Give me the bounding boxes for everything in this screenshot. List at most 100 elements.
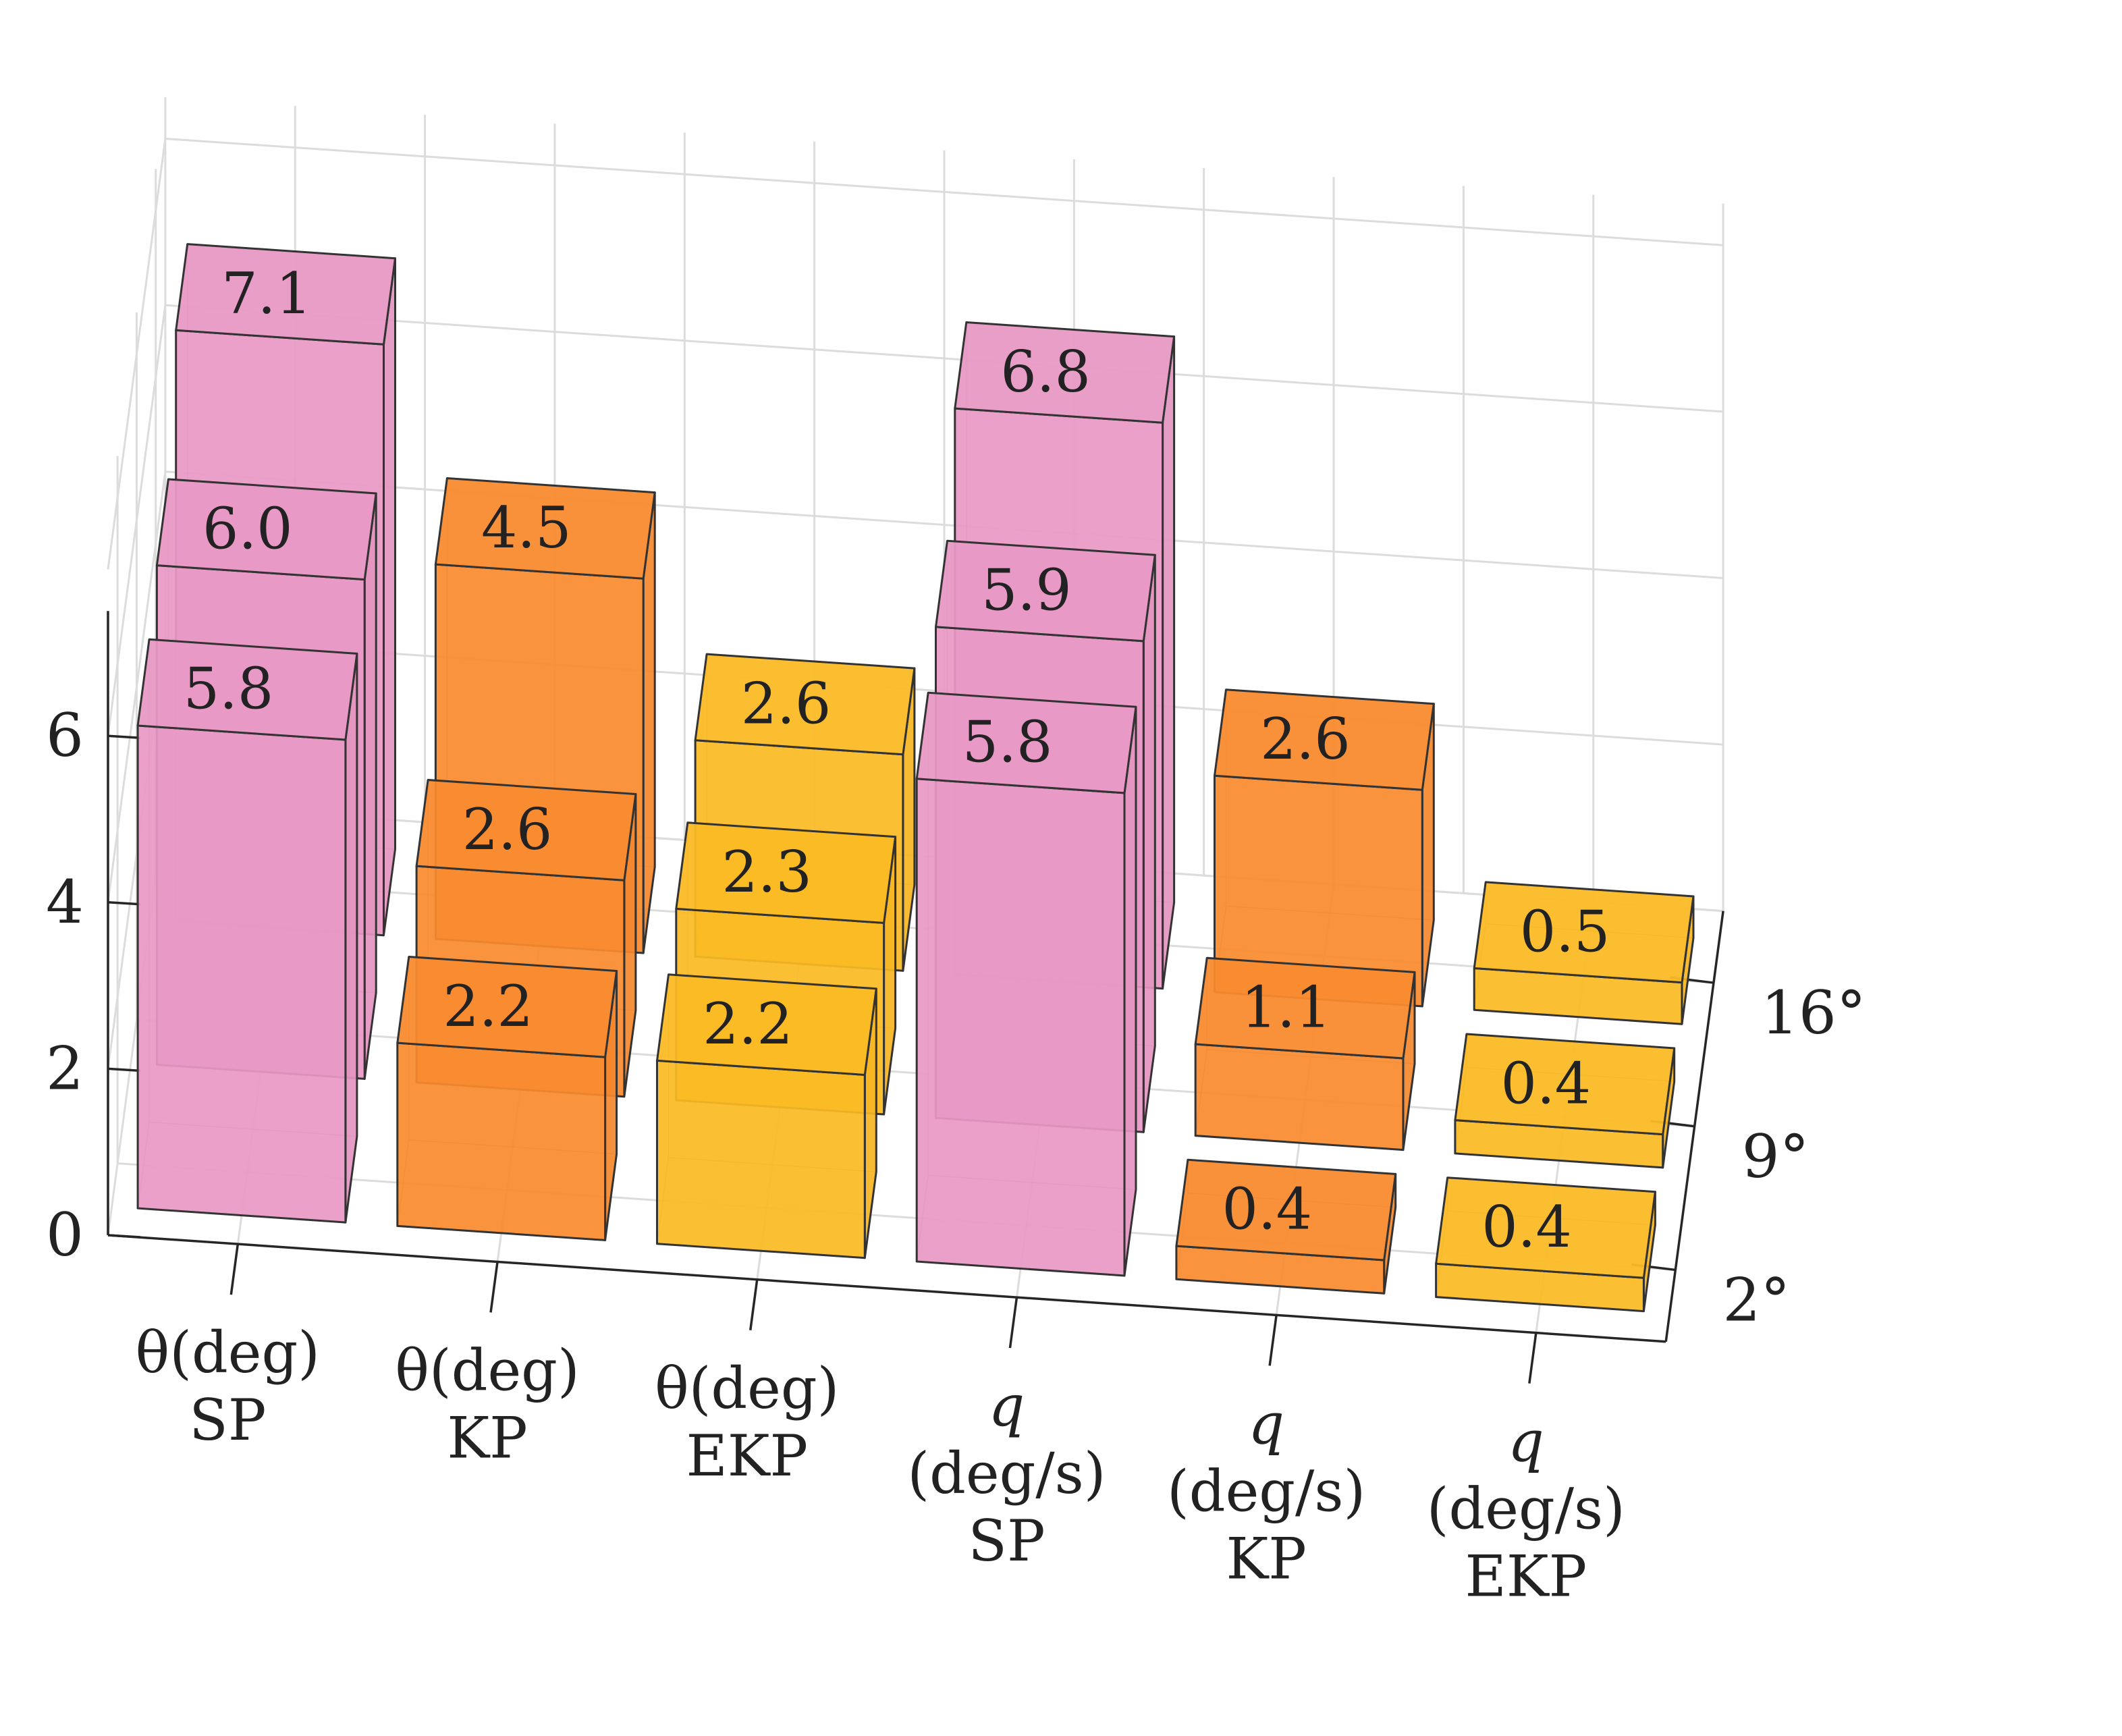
- y-tick-label: 9°: [1742, 1122, 1810, 1191]
- bar-side-face: [1162, 335, 1176, 990]
- bar-top-face: [396, 956, 618, 1058]
- bar-front-face: [915, 778, 1126, 1277]
- x-category-label-line: KP: [447, 1405, 527, 1471]
- bar-top-face: [656, 973, 877, 1076]
- bar-front-face: [136, 724, 347, 1224]
- x-tick: [1528, 1332, 1538, 1384]
- bar-front-face: [1194, 1043, 1405, 1151]
- x-category-label-line: θ(deg): [395, 1337, 579, 1403]
- bar-top-face: [1435, 1176, 1656, 1279]
- bar-front-face: [396, 1041, 607, 1241]
- z-tick: [107, 734, 141, 739]
- data-label: 2.6: [1260, 706, 1351, 772]
- bar-top-face: [415, 779, 637, 881]
- bar-top-face: [1194, 956, 1416, 1060]
- bars: [136, 243, 1695, 1313]
- grid-line-back-horizontal: [165, 138, 1724, 246]
- data-label: 0.5: [1520, 898, 1610, 965]
- x-category-label: θ(deg) SP: [136, 1320, 320, 1453]
- bar-4-0: [1175, 1158, 1397, 1295]
- x-tick: [1008, 1297, 1018, 1349]
- z-tick: [107, 901, 141, 906]
- bar-5-0: [1435, 1176, 1656, 1313]
- grid-line-back-horizontal: [165, 470, 1724, 579]
- x-category-label-line: q: [989, 1373, 1025, 1439]
- bar-side-face: [344, 652, 358, 1224]
- x-axis-line: [107, 1234, 1666, 1343]
- bar-side-face: [1123, 705, 1137, 1277]
- x-category-label: q (deg/s) SP: [907, 1373, 1106, 1574]
- bar-top-face: [136, 638, 358, 741]
- x-category-label-line: (deg/s): [1427, 1476, 1625, 1542]
- bar-3-0: [915, 691, 1137, 1277]
- bar-1-0: [396, 956, 618, 1241]
- z-tick: [107, 1234, 141, 1239]
- bar-5-2: [1473, 881, 1695, 1025]
- bar-top-face: [1454, 1033, 1676, 1136]
- x-category-label-line: EKP: [1465, 1544, 1587, 1610]
- data-label: 4.5: [481, 495, 572, 561]
- bar-top-face: [935, 539, 1156, 643]
- z-tick-label: 4: [46, 867, 84, 937]
- z-tick-label: 0: [46, 1200, 84, 1270]
- x-category-label-line: q: [1508, 1409, 1544, 1475]
- data-label: 2.3: [722, 839, 812, 905]
- bar-2-0: [656, 973, 877, 1259]
- labels: 7.1 4.5 2.6 6.8 2.6 0.5 6.0 2.6 2.3 5.9 1.1 0.4 5.8 2…: [184, 261, 1610, 1260]
- data-label: 5.9: [981, 558, 1072, 624]
- data-label: 2.2: [443, 973, 533, 1039]
- bar-top-face: [954, 321, 1176, 424]
- bar-top-face: [434, 477, 656, 580]
- x-category-label-line: q: [1248, 1390, 1284, 1457]
- grid-line-floor-y: [117, 1162, 1676, 1271]
- data-label: 2.2: [703, 991, 793, 1057]
- x-category-label-line: SP: [968, 1508, 1045, 1574]
- bar-top-face: [675, 821, 897, 924]
- x-category-label-line: (deg/s): [907, 1440, 1106, 1507]
- x-category-label-line: KP: [1226, 1525, 1307, 1592]
- data-label: 0.4: [1481, 1194, 1572, 1260]
- data-label: 2.6: [741, 670, 832, 736]
- data-label: 6.0: [202, 495, 293, 562]
- y-tick-label: 2°: [1722, 1265, 1790, 1334]
- bar-top-face: [694, 653, 916, 756]
- x-category-label-line: θ(deg): [136, 1320, 320, 1386]
- z-tick: [107, 1067, 141, 1073]
- data-label: 6.8: [1000, 339, 1091, 405]
- data-label: 1.1: [1241, 975, 1332, 1041]
- bar-0-0: [136, 638, 358, 1224]
- grid-line-floor-y: [136, 1019, 1695, 1128]
- y-tick-label: 16°: [1761, 978, 1866, 1048]
- bar-4-2: [1214, 688, 1435, 1008]
- grid-line-side-horizontal: [107, 138, 167, 570]
- x-category-label: θ(deg) EKP: [655, 1355, 839, 1489]
- data-label: 0.4: [1501, 1050, 1592, 1116]
- bar-top-face: [155, 478, 377, 581]
- grid-line-back-horizontal: [165, 304, 1724, 413]
- x-category-label: θ(deg) KP: [395, 1337, 579, 1471]
- z-tick-label: 2: [46, 1033, 84, 1103]
- bar-5-1: [1454, 1033, 1676, 1169]
- bar-top-face: [1175, 1158, 1397, 1262]
- data-label: 5.8: [184, 656, 274, 722]
- bar-top-face: [1473, 881, 1695, 984]
- x-category-label-line: (deg/s): [1167, 1458, 1365, 1524]
- grid-line-side-horizontal: [107, 304, 167, 736]
- x-tick: [489, 1262, 499, 1313]
- x-category-label: q (deg/s) EKP: [1427, 1409, 1625, 1610]
- x-category-label-line: θ(deg): [655, 1355, 839, 1421]
- data-label: 5.8: [962, 709, 1053, 776]
- bar-top-face: [915, 691, 1137, 794]
- bar-side-face: [383, 257, 396, 937]
- bar-front-face: [656, 1059, 866, 1259]
- grid-line-side-horizontal: [107, 471, 167, 902]
- data-label: 0.4: [1222, 1176, 1313, 1243]
- x-tick: [229, 1243, 240, 1295]
- x-category-label: q (deg/s) KP: [1167, 1390, 1365, 1592]
- x-category-label-line: EKP: [686, 1423, 808, 1489]
- bar-4-1: [1194, 956, 1416, 1151]
- bar-top-face: [175, 243, 396, 346]
- z-tick-label: 6: [46, 701, 84, 770]
- bar-side-face: [1142, 553, 1156, 1133]
